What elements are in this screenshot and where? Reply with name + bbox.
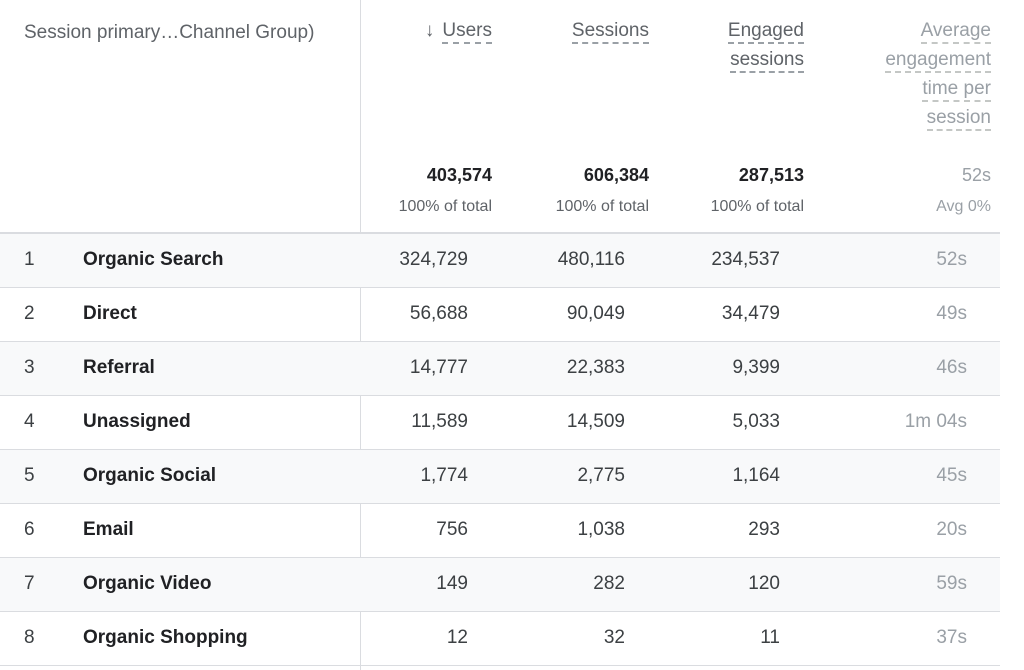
channel-name[interactable]: Email [83, 519, 134, 540]
total-note-sessions: 100% of total [555, 198, 649, 215]
engaged-sessions-value: 5,033 [732, 411, 780, 432]
table-row[interactable]: 1 Organic Search 324,729 480,116 234,537 52s [0, 234, 1000, 288]
channel-name[interactable]: Unassigned [83, 411, 191, 432]
channel-name[interactable]: Organic Search [83, 249, 224, 270]
table-row[interactable]: 5 Organic Social 1,774 2,775 1,164 45s [0, 450, 1000, 504]
channel-name[interactable]: Organic Video [83, 573, 212, 594]
users-value: 1,774 [420, 465, 468, 486]
avg-time-value: 45s [936, 465, 967, 486]
sessions-value: 2,775 [577, 465, 625, 486]
users-value: 11,589 [411, 411, 468, 432]
header-sessions[interactable]: Sessions [571, 16, 649, 45]
header-divider [0, 232, 1000, 234]
row-index: 4 [24, 411, 35, 432]
channel-name[interactable]: Organic Shopping [83, 627, 248, 648]
table-row[interactable]: 7 Organic Video 149 282 120 59s [0, 558, 1000, 612]
dimension-header[interactable]: Session primary…Channel Group) [24, 22, 315, 43]
sessions-value: 22,383 [566, 357, 625, 378]
row-index: 5 [24, 465, 35, 486]
channel-name[interactable]: Organic Social [83, 465, 217, 486]
header-users[interactable]: ↓ Users [425, 16, 492, 45]
engaged-sessions-value: 120 [748, 573, 780, 594]
avg-time-value: 1m 04s [904, 411, 967, 432]
avg-time-value: 20s [936, 519, 967, 540]
total-sessions: 606,384 [583, 165, 649, 185]
engaged-sessions-value: 293 [748, 519, 780, 540]
sessions-value: 14,509 [566, 411, 625, 432]
sessions-value: 90,049 [566, 303, 625, 324]
users-value: 756 [436, 519, 468, 540]
avg-time-value: 49s [936, 303, 967, 324]
table-row[interactable]: 8 Organic Shopping 12 32 11 37s [0, 612, 1000, 666]
arrow-down-icon: ↓ [424, 20, 435, 41]
header-engaged-sessions[interactable]: Engaged sessions [727, 16, 804, 74]
total-engaged-sessions: 287,513 [738, 165, 804, 185]
users-value: 12 [446, 627, 468, 648]
column-divider [360, 0, 361, 670]
engaged-sessions-value: 234,537 [711, 249, 780, 270]
header-avg-engagement-time[interactable]: Average engagement time per session [885, 16, 991, 132]
row-index: 1 [24, 249, 35, 270]
table-row[interactable]: 2 Direct 56,688 90,049 34,479 49s [0, 288, 1000, 342]
total-note-users: 100% of total [398, 198, 492, 215]
total-note-engaged: 100% of total [710, 198, 804, 215]
avg-time-value: 52s [936, 249, 967, 270]
total-avg-time: 52s [961, 165, 991, 185]
users-value: 324,729 [399, 249, 468, 270]
table-row[interactable]: 3 Referral 14,777 22,383 9,399 46s [0, 342, 1000, 396]
engaged-sessions-value: 9,399 [732, 357, 780, 378]
row-index: 2 [24, 303, 35, 324]
total-note-avg-time: Avg 0% [936, 198, 991, 215]
avg-time-value: 37s [936, 627, 967, 648]
avg-time-value: 46s [936, 357, 967, 378]
sessions-value: 1,038 [577, 519, 625, 540]
sessions-value: 32 [603, 627, 625, 648]
avg-time-value: 59s [936, 573, 967, 594]
table-row[interactable]: 6 Email 756 1,038 293 20s [0, 504, 1000, 558]
users-value: 149 [436, 573, 468, 594]
engaged-sessions-value: 34,479 [721, 303, 780, 324]
total-users: 403,574 [426, 165, 492, 185]
sessions-value: 480,116 [557, 249, 625, 270]
row-index: 8 [24, 627, 35, 648]
row-index: 7 [24, 573, 35, 594]
channel-name[interactable]: Referral [83, 357, 155, 378]
engaged-sessions-value: 1,164 [732, 465, 780, 486]
channel-name[interactable]: Direct [83, 303, 137, 324]
users-value: 56,688 [409, 303, 468, 324]
row-index: 3 [24, 357, 35, 378]
engaged-sessions-value: 11 [760, 627, 780, 648]
sessions-value: 282 [593, 573, 625, 594]
table-row[interactable]: 4 Unassigned 11,589 14,509 5,033 1m 04s [0, 396, 1000, 450]
row-index: 6 [24, 519, 35, 540]
users-value: 14,777 [409, 357, 468, 378]
